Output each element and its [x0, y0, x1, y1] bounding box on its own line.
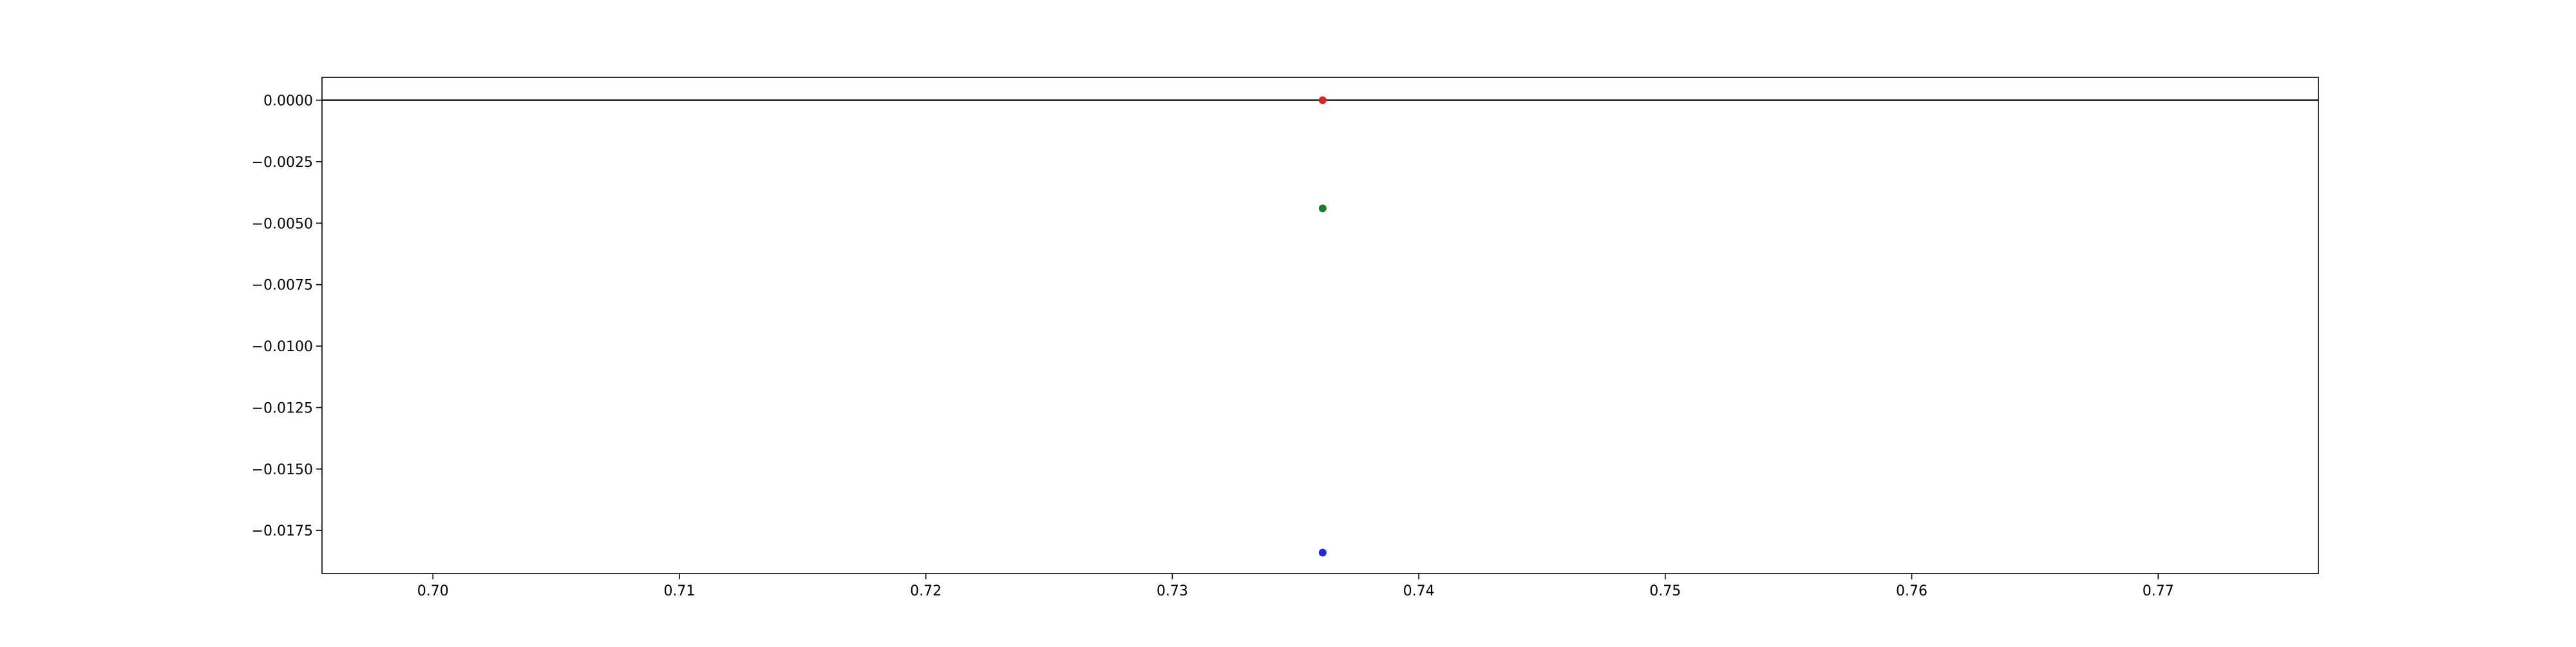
x-axis: 0.70 0.71 0.72 0.73 0.74 0.75 0.76 0.77: [417, 574, 2174, 599]
y-tick-label: 0.0000: [263, 93, 313, 109]
y-tick-label: −0.0150: [252, 462, 313, 478]
data-point-series-1: [1318, 96, 1327, 104]
x-tick-label: 0.71: [663, 583, 695, 599]
y-tick-label: −0.0075: [252, 278, 313, 294]
data-point-series-2: [1318, 204, 1327, 213]
y-tick-label: −0.0175: [252, 523, 313, 539]
x-tick-label: 0.72: [910, 583, 942, 599]
x-tick-label: 0.77: [2143, 583, 2174, 599]
y-tick-label: −0.0050: [252, 216, 313, 232]
x-tick-label: 0.70: [417, 583, 449, 599]
x-tick-label: 0.74: [1403, 583, 1435, 599]
x-tick-label: 0.76: [1896, 583, 1927, 599]
data-points-layer: [1318, 96, 1327, 557]
data-point-series-3: [1318, 548, 1327, 557]
y-tick-label: −0.0025: [252, 155, 313, 171]
y-tick-label: −0.0100: [252, 339, 313, 355]
x-tick-label: 0.73: [1157, 583, 1188, 599]
x-tick-label: 0.75: [1649, 583, 1681, 599]
y-axis: 0.0000 −0.0025 −0.0050 −0.0075 −0.0100 −0.012…: [252, 93, 322, 539]
y-tick-label: −0.0125: [252, 400, 313, 416]
plot-area-frame: [321, 77, 2319, 574]
